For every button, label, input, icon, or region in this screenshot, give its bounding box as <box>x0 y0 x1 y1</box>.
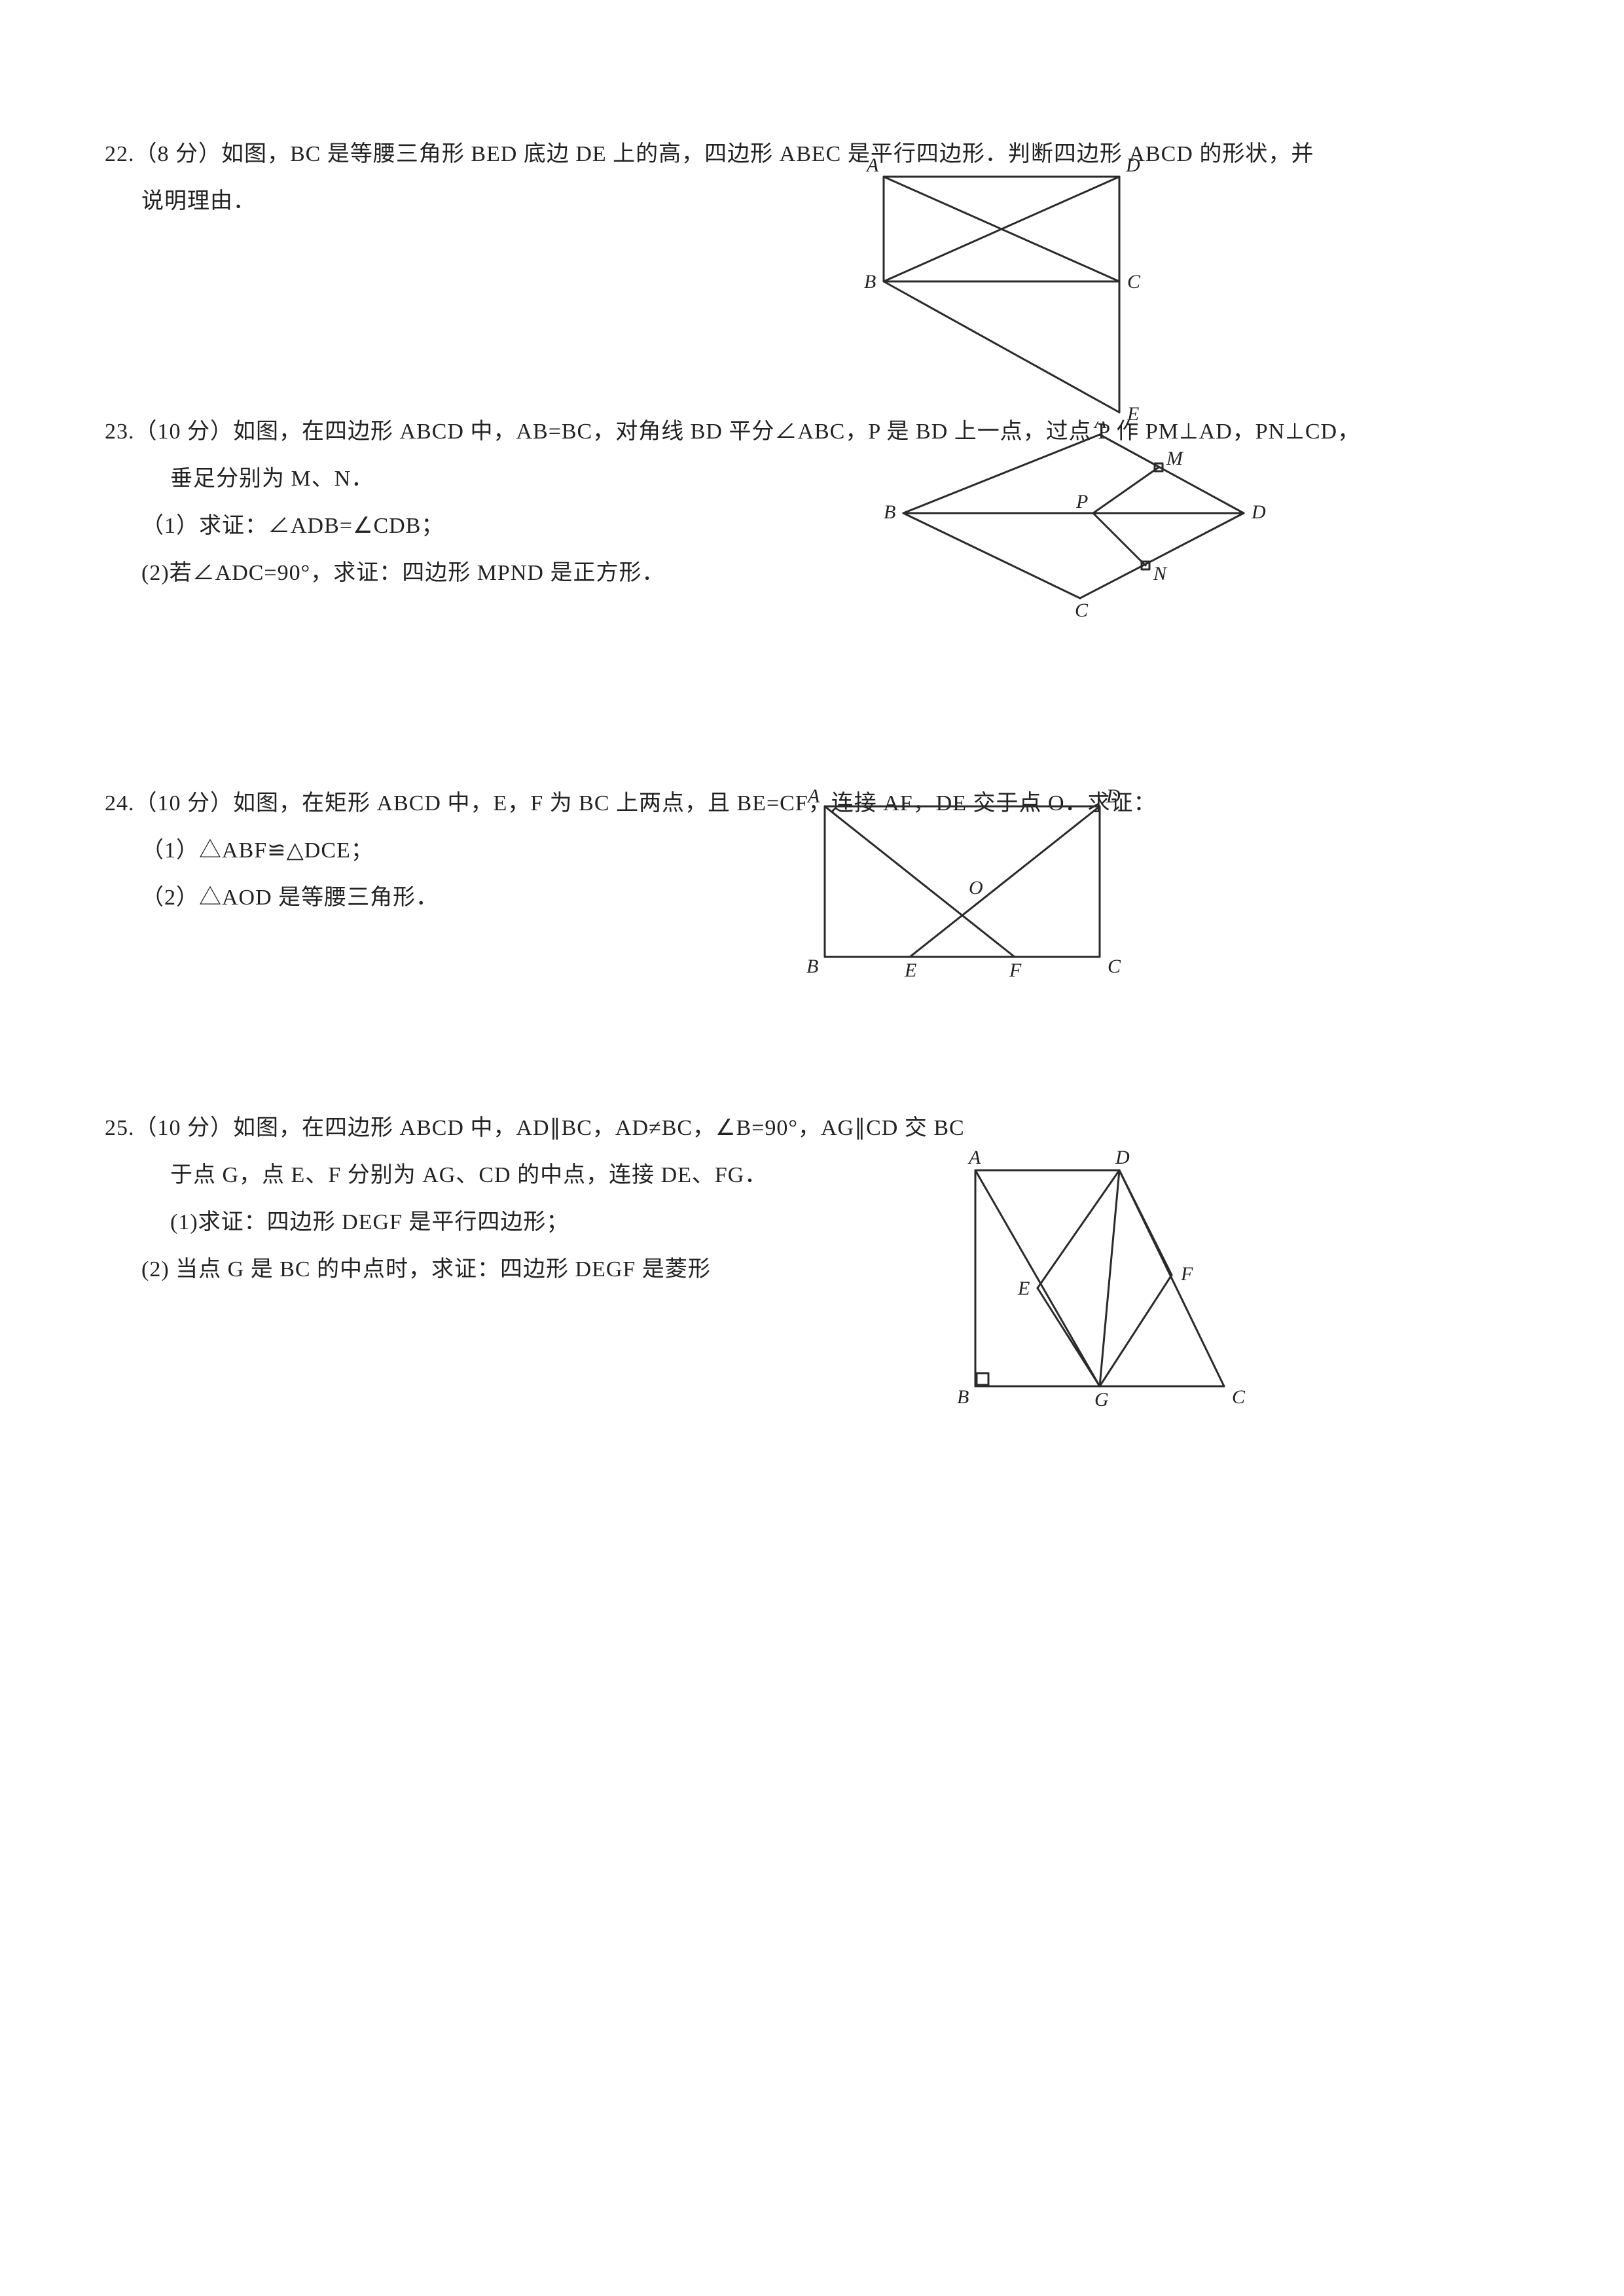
figure: A D B G C E F <box>929 1144 1270 1419</box>
svg-text:C: C <box>1075 600 1089 618</box>
problem-line: 25.（10 分）如图，在四边形 ABCD 中，AD∥BC，AD≠BC，∠B=9… <box>105 1105 1519 1152</box>
problem-24: 24.（10 分）如图，在矩形 ABCD 中，E，F 为 BC 上两点，且 BE… <box>105 780 1519 922</box>
svg-text:P: P <box>1075 491 1088 512</box>
svg-text:N: N <box>1153 563 1168 584</box>
svg-text:B: B <box>806 956 818 977</box>
svg-text:F: F <box>1009 960 1022 981</box>
problem-22: 22.（8 分）如图，BC 是等腰三角形 BED 底边 DE 上的高，四边形 A… <box>105 131 1519 225</box>
problem-23: 23.（10 分）如图，在四边形 ABCD 中，AB=BC，对角线 BD 平分∠… <box>105 408 1519 597</box>
svg-text:B: B <box>864 271 876 293</box>
svg-text:G: G <box>1094 1389 1109 1410</box>
problem-line: 垂足分别为 M、N． <box>105 456 1519 503</box>
problem-line: (2)若∠ADC=90°，求证：四边形 MPND 是正方形． <box>105 550 1519 597</box>
figure: A B D C P M N <box>877 422 1283 618</box>
svg-text:O: O <box>969 877 983 899</box>
svg-text:E: E <box>1017 1278 1030 1299</box>
problem-line: (2) 当点 G 是 BC 的中点时，求证：四边形 DEGF 是菱形 <box>105 1246 1519 1293</box>
svg-text:A: A <box>865 154 879 176</box>
svg-text:D: D <box>1115 1147 1130 1168</box>
problem-line: 说明理由． <box>105 178 1519 225</box>
figure: ADBCE <box>838 151 1178 439</box>
svg-text:B: B <box>957 1386 969 1408</box>
problem-line: （1）求证：∠ADB=∠CDB； <box>105 503 1519 550</box>
svg-text:B: B <box>884 501 895 523</box>
svg-text:D: D <box>1251 501 1266 523</box>
svg-text:E: E <box>904 960 916 981</box>
svg-text:F: F <box>1180 1263 1193 1285</box>
svg-text:C: C <box>1108 956 1121 977</box>
svg-text:C: C <box>1127 271 1141 293</box>
svg-text:A: A <box>806 787 820 807</box>
svg-text:M: M <box>1166 448 1184 469</box>
svg-text:A: A <box>1093 422 1107 433</box>
problem-line: 于点 G，点 E、F 分别为 AG、CD 的中点，连接 DE、FG． <box>105 1152 1519 1199</box>
problem-line: 23.（10 分）如图，在四边形 ABCD 中，AB=BC，对角线 BD 平分∠… <box>105 408 1519 456</box>
svg-text:D: D <box>1106 787 1121 807</box>
problem-25: 25.（10 分）如图，在四边形 ABCD 中，AD∥BC，AD≠BC，∠B=9… <box>105 1105 1519 1293</box>
problem-line: (1)求证：四边形 DEGF 是平行四边形； <box>105 1199 1519 1246</box>
problem-line: 22.（8 分）如图，BC 是等腰三角形 BED 底边 DE 上的高，四边形 A… <box>105 131 1519 178</box>
figure: A D B C E F O <box>785 787 1152 996</box>
svg-text:D: D <box>1125 154 1140 176</box>
svg-text:A: A <box>967 1147 981 1168</box>
svg-text:C: C <box>1232 1386 1246 1408</box>
